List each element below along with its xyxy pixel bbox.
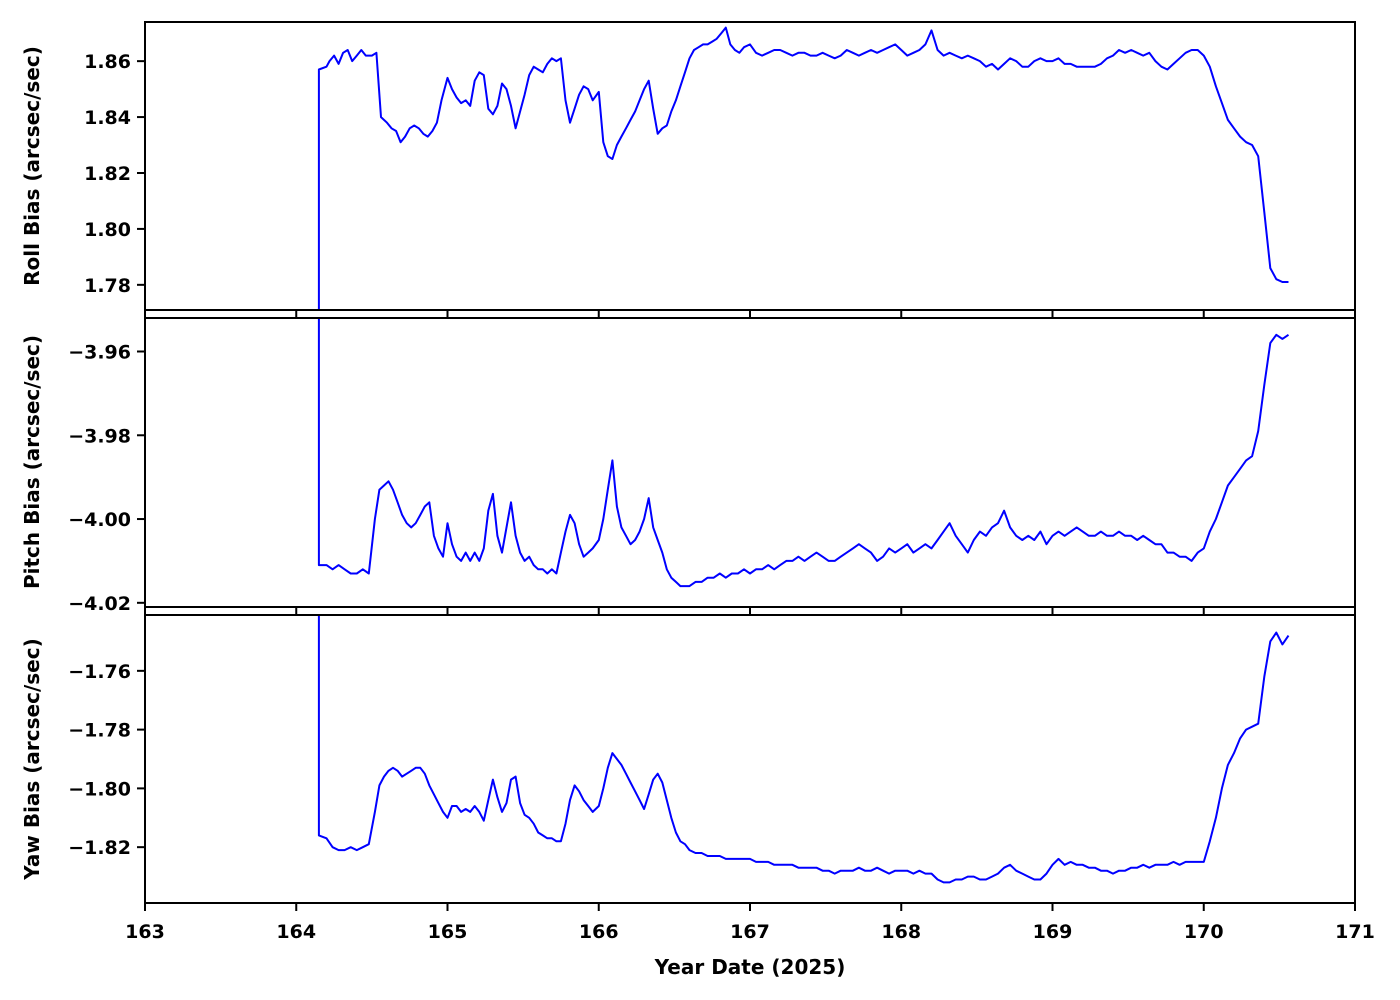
roll-bias-axis-label: Roll Bias (arcsec/sec) [20, 46, 44, 286]
roll-bias-line [317, 26, 1289, 310]
yaw-bias-panel: 163 164 165 166 167 168 169 170 171 −1.82 −1.80 −1.… [68, 614, 1375, 943]
pitch-bias-y-tick-label: −4.02 [68, 593, 131, 615]
pitch-bias-axis-label: Pitch Bias (arcsec/sec) [20, 334, 44, 590]
pitch-bias-y-tick-label: −3.96 [68, 342, 131, 364]
x-tick-label: 164 [276, 921, 316, 943]
roll-bias-y-tick-label: 1.80 [84, 219, 131, 241]
x-tick-label: 163 [125, 921, 165, 943]
pitch-bias-panel: −4.02 −4.00 −3.98 −3.96 [68, 317, 1356, 615]
x-tick-label: 171 [1335, 921, 1375, 943]
roll-bias-y-tick-label: 1.82 [84, 163, 131, 185]
yaw-bias-y-tick-label: −1.78 [68, 720, 131, 742]
x-tick-label: 167 [730, 921, 770, 943]
pitch-bias-frame [144, 317, 1356, 608]
roll-bias-y-tick-label: 1.86 [84, 51, 131, 73]
yaw-bias-y-tick-label: −1.76 [68, 661, 131, 683]
yaw-bias-y-tick-label: −1.82 [68, 837, 131, 859]
roll-bias-y-tick-label: 1.84 [84, 107, 131, 129]
x-tick-label: 166 [579, 921, 619, 943]
pitch-bias-y-tick-label: −4.00 [68, 509, 131, 531]
x-tick-label: 168 [881, 921, 921, 943]
yaw-bias-y-tick-label: −1.80 [68, 778, 131, 800]
x-tick-label: 169 [1033, 921, 1073, 943]
x-tick-label: 170 [1184, 921, 1224, 943]
x-tick-label: 165 [428, 921, 468, 943]
pitch-bias-line [317, 318, 1290, 588]
yaw-bias-line [317, 615, 1290, 884]
roll-bias-panel: 1.78 1.80 1.82 1.84 1.86 [84, 21, 1356, 318]
x-axis-label: Year Date (2025) [654, 955, 846, 979]
roll-bias-y-tick-label: 1.78 [84, 275, 131, 297]
yaw-bias-axis-label: Yaw Bias (arcsec/sec) [20, 638, 44, 880]
pitch-bias-y-tick-label: −3.98 [68, 425, 131, 447]
